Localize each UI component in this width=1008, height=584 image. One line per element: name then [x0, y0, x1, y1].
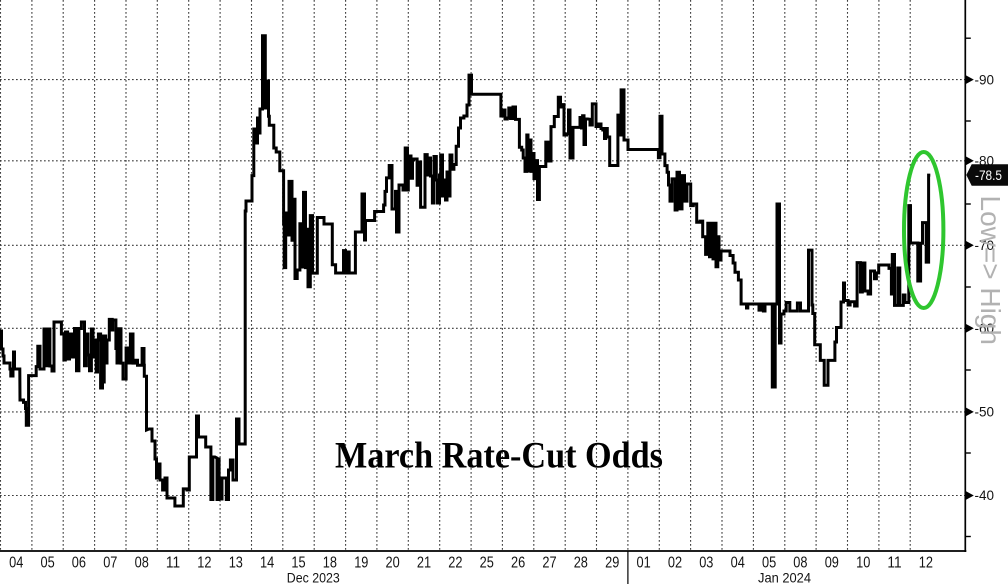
svg-text:-78.5: -78.5 — [975, 167, 1002, 183]
svg-text:08: 08 — [793, 554, 807, 571]
svg-text:29: 29 — [605, 554, 619, 571]
svg-text:-40: -40 — [975, 488, 995, 503]
svg-text:02: 02 — [668, 554, 682, 571]
svg-text:18: 18 — [323, 554, 337, 571]
svg-text:11: 11 — [166, 554, 180, 571]
svg-text:11: 11 — [887, 554, 901, 571]
svg-text:Jan 2024: Jan 2024 — [758, 570, 811, 584]
svg-text:05: 05 — [762, 554, 776, 571]
svg-text:15: 15 — [291, 554, 305, 571]
svg-text:06: 06 — [72, 554, 86, 571]
svg-text:07: 07 — [103, 554, 117, 571]
svg-text:27: 27 — [542, 554, 556, 571]
svg-text:Low=> High: Low=> High — [975, 196, 1006, 345]
svg-text:05: 05 — [41, 554, 55, 571]
svg-text:Dec 2023: Dec 2023 — [287, 570, 340, 584]
svg-text:03: 03 — [699, 554, 713, 571]
svg-text:-90: -90 — [975, 72, 995, 87]
svg-text:-50: -50 — [975, 405, 995, 420]
svg-text:14: 14 — [260, 554, 274, 571]
svg-text:21: 21 — [417, 554, 431, 571]
svg-text:19: 19 — [354, 554, 368, 571]
svg-text:08: 08 — [135, 554, 149, 571]
svg-text:22: 22 — [448, 554, 462, 571]
svg-text:28: 28 — [574, 554, 588, 571]
svg-text:-60: -60 — [975, 321, 995, 336]
svg-text:10: 10 — [856, 554, 870, 571]
svg-text:13: 13 — [229, 554, 243, 571]
svg-text:12: 12 — [197, 554, 211, 571]
svg-text:26: 26 — [511, 554, 525, 571]
svg-text:09: 09 — [825, 554, 839, 571]
svg-text:25: 25 — [480, 554, 494, 571]
svg-text:-70: -70 — [975, 238, 995, 253]
svg-text:01: 01 — [637, 554, 651, 571]
svg-text:March Rate-Cut Odds: March Rate-Cut Odds — [335, 436, 663, 477]
svg-text:12: 12 — [919, 554, 933, 571]
svg-text:04: 04 — [9, 554, 23, 571]
svg-text:04: 04 — [731, 554, 745, 571]
svg-text:20: 20 — [386, 554, 400, 571]
